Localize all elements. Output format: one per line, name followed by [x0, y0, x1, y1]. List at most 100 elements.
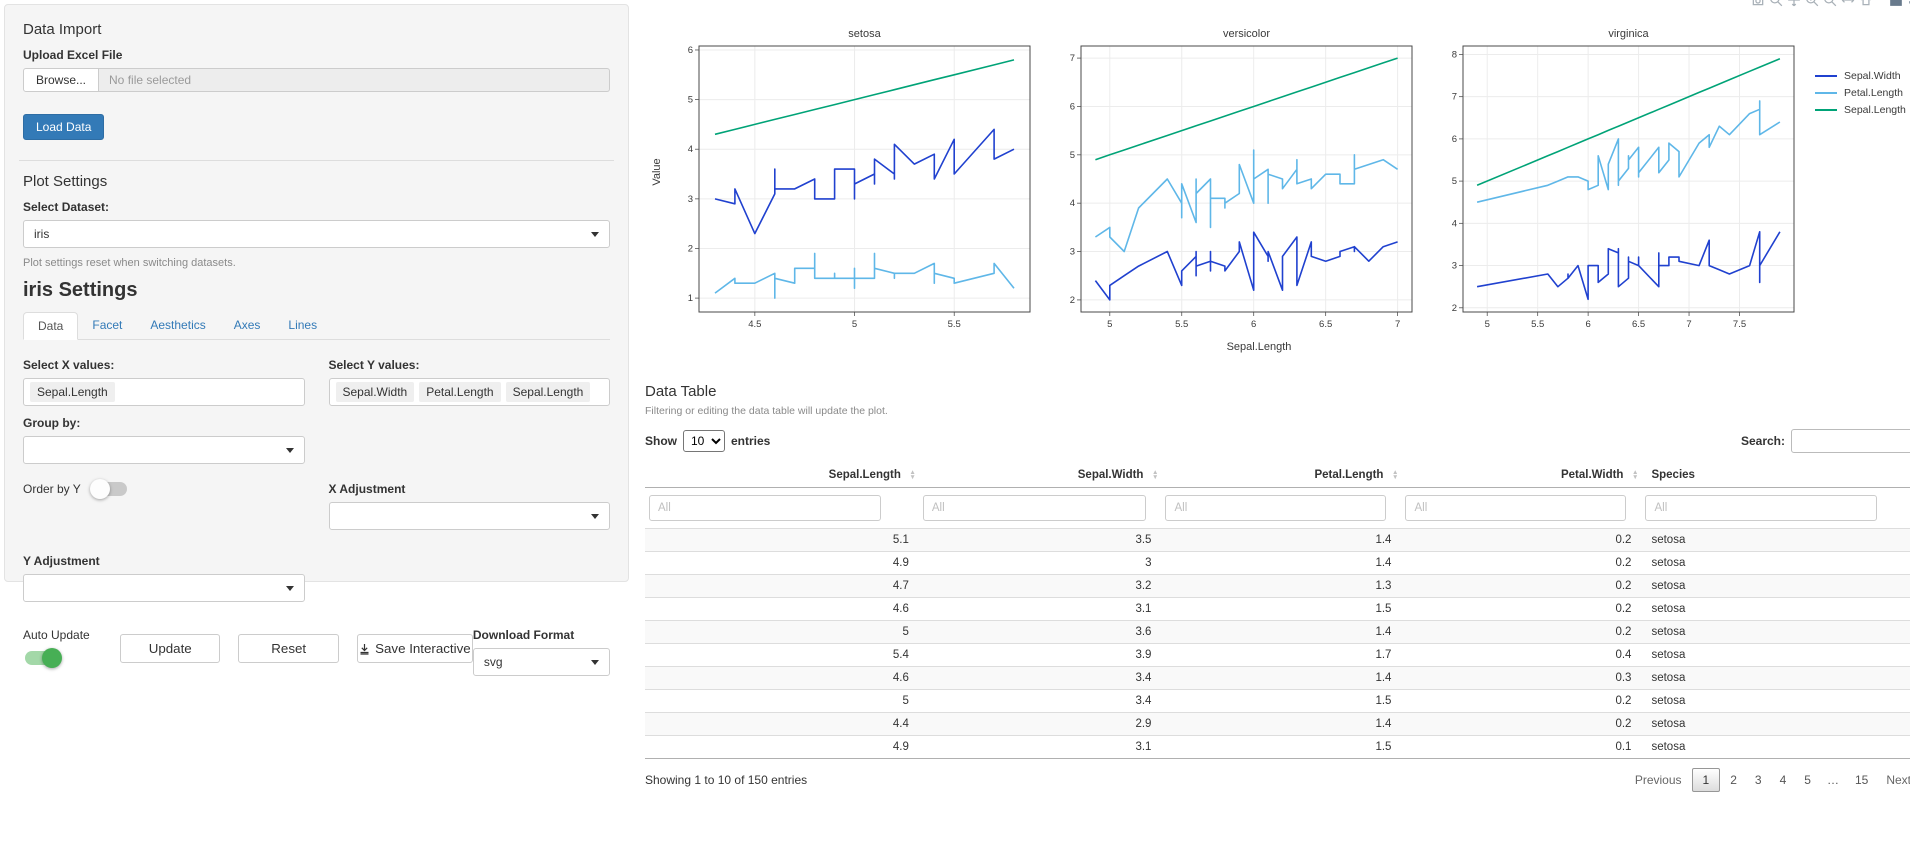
column-header-petal-width[interactable]: Petal.Width ▲ ▼	[1401, 463, 1642, 488]
save-interactive-label: Save Interactive	[375, 641, 471, 656]
zoom-icon[interactable]	[1769, 0, 1783, 10]
save-interactive-button[interactable]: Save Interactive	[356, 634, 473, 663]
table-row[interactable]: 5 3.4 1.5 0.2 setosa	[645, 689, 1910, 713]
previous-page-button[interactable]: Previous	[1634, 773, 1682, 787]
tab-data[interactable]: Data	[23, 312, 79, 340]
tab-axes[interactable]: Axes	[233, 318, 261, 332]
table-cell: 0.4	[1401, 643, 1642, 667]
y-value-chip[interactable]: Petal.Length	[419, 382, 501, 402]
dataset-label: Select Dataset:	[23, 200, 110, 214]
svg-text:7: 7	[1452, 92, 1457, 103]
legend-item-sepal.width[interactable]: Sepal.Width	[1815, 70, 1910, 82]
page-button-4[interactable]: 4	[1779, 773, 1787, 787]
y-values-input[interactable]: Sepal.Width Petal.Length Sepal.Length	[328, 378, 610, 406]
column-header-petal-length[interactable]: Petal.Length ▲ ▼	[1161, 463, 1402, 488]
dataset-select-value: iris	[34, 227, 50, 241]
tab-lines[interactable]: Lines	[288, 318, 318, 332]
download-format-select[interactable]: svg	[472, 648, 610, 676]
column-header-species[interactable]: Species▲▼	[1641, 463, 1910, 488]
page-button-15[interactable]: 15	[1854, 773, 1869, 787]
group-by-select[interactable]	[23, 436, 305, 464]
auto-update-toggle[interactable]	[25, 648, 62, 668]
y-adjustment-select[interactable]	[23, 574, 305, 602]
update-button[interactable]: Update	[119, 634, 221, 663]
svg-text:4: 4	[688, 144, 693, 155]
filter-input-sepal-length[interactable]	[649, 495, 881, 521]
y-axis-title: Value	[651, 158, 663, 186]
zoom-in-icon[interactable]	[1805, 0, 1819, 10]
svg-text:6: 6	[1251, 319, 1256, 330]
x-values-input[interactable]: Sepal.Length	[23, 378, 305, 406]
table-cell: 4.9	[645, 735, 919, 759]
plotly-logo-icon[interactable]	[1889, 0, 1903, 10]
table-cell: 4.6	[645, 597, 919, 621]
table-row[interactable]: 4.6 3.4 1.4 0.3 setosa	[645, 666, 1910, 690]
page-button-1[interactable]: 1	[1691, 768, 1721, 792]
table-cell: setosa	[1641, 574, 1910, 598]
autoscale-icon[interactable]	[1841, 0, 1855, 10]
next-page-button[interactable]: Next	[1886, 773, 1910, 787]
plot-panel-versicolor[interactable]: versicolor 5 5.5 6 6.5 7 2 3 4 5 6 7	[1051, 26, 1417, 338]
y-value-chip[interactable]: Sepal.Width	[335, 382, 415, 402]
svg-text:6.5: 6.5	[1632, 319, 1645, 330]
zoom-out-icon[interactable]	[1823, 0, 1837, 10]
svg-text:5: 5	[1485, 319, 1490, 330]
filter-input-petal-width[interactable]	[1405, 495, 1626, 521]
load-data-button[interactable]: Load Data	[23, 114, 105, 140]
plotly-modebar	[1751, 0, 1910, 10]
tab-aesthetics[interactable]: Aesthetics	[150, 318, 206, 332]
table-row[interactable]: 4.4 2.9 1.4 0.2 setosa	[645, 712, 1910, 736]
browse-button[interactable]: Browse...	[23, 68, 100, 92]
svg-text:2: 2	[1070, 295, 1075, 306]
legend-item-sepal.length[interactable]: Sepal.Length	[1815, 104, 1910, 116]
legend-item-petal.length[interactable]: Petal.Length	[1815, 87, 1910, 99]
page-button-2[interactable]: 2	[1730, 773, 1737, 787]
svg-text:5: 5	[1452, 176, 1457, 187]
plot-panel-setosa[interactable]: setosa 4.5 5 5.5 1 2 3 4 5 6	[669, 26, 1035, 338]
file-selected-field[interactable]: No file selected	[99, 68, 610, 92]
svg-text:5: 5	[852, 319, 857, 330]
toggle-knob	[42, 648, 62, 668]
table-row[interactable]: 5.1 3.5 1.4 0.2 setosa	[645, 528, 1910, 552]
filter-input-species[interactable]	[1645, 495, 1878, 521]
table-row[interactable]: 5.4 3.9 1.7 0.4 setosa	[645, 643, 1910, 667]
svg-text:7: 7	[1070, 53, 1075, 64]
show-label: Show	[645, 434, 677, 448]
pagination-ellipsis: …	[1826, 773, 1839, 787]
column-header-sepal-width[interactable]: Sepal.Width ▲ ▼	[918, 463, 1162, 488]
table-cell: 4.7	[645, 574, 919, 598]
reset-button[interactable]: Reset	[238, 634, 339, 663]
reset-axes-icon[interactable]	[1859, 0, 1873, 10]
table-row[interactable]: 4.9 3.1 1.5 0.1 setosa	[645, 735, 1910, 759]
pan-icon[interactable]	[1787, 0, 1801, 10]
page-button-3[interactable]: 3	[1754, 773, 1762, 787]
search-input[interactable]	[1791, 429, 1910, 453]
plot-panel-virginica[interactable]: virginica 5 5.5 6 6.5 7 7.5 2 3 4 5 6 7 8	[1433, 26, 1799, 338]
filter-input-sepal-width[interactable]	[922, 495, 1146, 521]
svg-text:3: 3	[1070, 247, 1075, 258]
filter-input-petal-length[interactable]	[1165, 495, 1386, 521]
column-header-sepal-length[interactable]: Sepal.Length ▲ ▼	[645, 463, 919, 488]
table-cell: 0.2	[1401, 712, 1642, 736]
series-line-petal.length	[714, 252, 1015, 299]
svg-text:7: 7	[1686, 319, 1691, 330]
facet-setosa: setosa 4.5 5 5.5 1 2 3 4 5 6	[669, 26, 1035, 341]
table-row[interactable]: 4.6 3.1 1.5 0.2 setosa	[645, 597, 1910, 621]
tab-facet[interactable]: Facet	[92, 318, 123, 332]
table-row[interactable]: 4.7 3.2 1.3 0.2 setosa	[645, 574, 1910, 598]
y-value-chip[interactable]: Sepal.Length	[505, 382, 591, 402]
series-line-sepal.length	[714, 59, 1015, 136]
page-length-select[interactable]: 10	[683, 430, 725, 452]
table-row[interactable]: 4.9 3 1.4 0.2 setosa	[645, 551, 1910, 575]
x-adjustment-select[interactable]	[328, 502, 610, 530]
x-value-chip[interactable]: Sepal.Length	[30, 382, 115, 402]
camera-icon[interactable]	[1751, 0, 1765, 10]
svg-text:2: 2	[688, 243, 693, 254]
svg-text:4: 4	[1070, 198, 1075, 209]
table-row[interactable]: 5 3.6 1.4 0.2 setosa	[645, 620, 1910, 644]
divider	[19, 160, 614, 161]
facet-versicolor: versicolor 5 5.5 6 6.5 7 2 3 4 5 6 7	[1051, 26, 1417, 341]
dataset-select[interactable]: iris	[23, 220, 610, 248]
page-button-5[interactable]: 5	[1804, 773, 1811, 787]
order-by-y-toggle[interactable]	[89, 479, 127, 499]
